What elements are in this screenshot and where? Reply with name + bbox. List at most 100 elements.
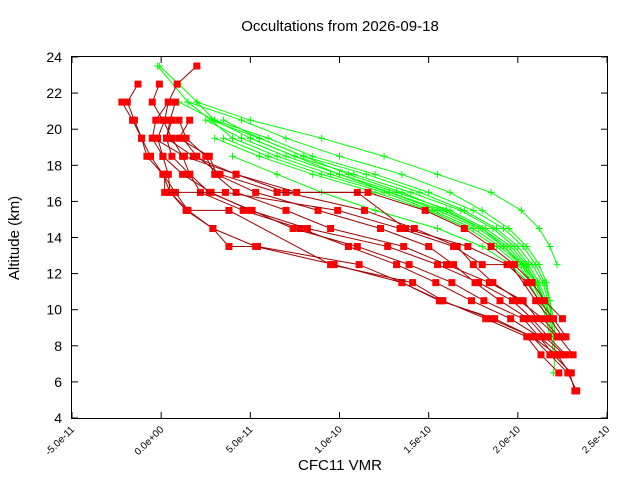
red-point-10-8 — [510, 261, 518, 269]
green-point-10-2 — [336, 170, 343, 178]
red-point-7-6 — [377, 225, 384, 232]
y-axis-label: Altitude (km) — [6, 196, 23, 280]
green-point-0-8 — [517, 206, 525, 214]
plot-frame — [71, 56, 608, 419]
red-point-6-5 — [282, 206, 290, 214]
red-point-10-7 — [487, 243, 495, 250]
green-point-9-2 — [318, 170, 326, 178]
red-point-8-9 — [489, 279, 497, 287]
red-point-5-13 — [544, 333, 552, 341]
red-point-2-13 — [537, 351, 545, 359]
red-point-5-3 — [159, 152, 167, 160]
red-series-line-1 — [126, 83, 578, 392]
red-point-3-12 — [468, 297, 475, 305]
green-point-2-5 — [425, 188, 433, 196]
red-point-4-8 — [353, 243, 361, 250]
red-point-5-4 — [179, 170, 187, 178]
red-point-1-10 — [330, 261, 338, 269]
y-tick-label: 18 — [46, 157, 62, 173]
red-point-1-8 — [209, 225, 217, 232]
green-point-2-4 — [371, 170, 379, 178]
red-point-8-6 — [410, 225, 418, 232]
red-point-4-7 — [289, 225, 297, 232]
red-point-4-10 — [448, 279, 456, 287]
red-point-3-7 — [239, 206, 247, 214]
red-point-10-9 — [528, 279, 536, 287]
red-point-3-8 — [296, 225, 304, 232]
red-point-10-1 — [180, 152, 188, 160]
green-point-1-5 — [398, 170, 406, 178]
red-point-8-10 — [516, 297, 524, 305]
red-point-7-11 — [525, 315, 532, 323]
red-point-10-5 — [421, 206, 429, 214]
red-point-2-1 — [129, 116, 137, 124]
red-point-9-6 — [464, 243, 472, 250]
red-point-7-0 — [186, 116, 194, 124]
green-point-6-1 — [229, 134, 236, 142]
green-point-4-0 — [193, 98, 201, 106]
red-point-3-15 — [550, 351, 557, 359]
red-point-2-10 — [439, 297, 447, 305]
green-point-1-6 — [446, 188, 454, 196]
red-point-6-9 — [485, 279, 493, 287]
red-point-4-13 — [535, 333, 543, 341]
red-point-2-2 — [138, 134, 146, 142]
green-point-10-4 — [434, 206, 442, 214]
green-point-11-5 — [478, 243, 486, 251]
red-point-8-8 — [469, 261, 477, 269]
green-point-8-1 — [255, 152, 263, 160]
red-point-3-1 — [148, 98, 156, 106]
red-point-3-10 — [393, 261, 401, 269]
red-point-0-1 — [173, 80, 181, 88]
red-point-0-15 — [487, 315, 495, 323]
green-point-7-4 — [398, 188, 406, 196]
y-tick-label: 10 — [46, 302, 62, 318]
red-point-4-0 — [171, 98, 179, 106]
green-point-0-3 — [246, 116, 254, 124]
red-point-8-13 — [569, 351, 577, 359]
y-tick-label: 20 — [46, 121, 62, 137]
x-tick-label: -5.0e-11 — [44, 424, 78, 458]
green-point-10-3 — [385, 188, 393, 196]
red-point-5-1 — [152, 116, 160, 124]
red-point-5-11 — [509, 297, 516, 305]
red-point-6-7 — [400, 243, 408, 250]
red-point-4-4 — [186, 170, 194, 178]
tick-layer: 4 6 8 10 12 14 16 18 20 22 24 -5.0e-11 0.0e+00 5.0e-1… — [44, 49, 613, 458]
red-point-3-3 — [168, 134, 176, 142]
red-point-10-10 — [541, 297, 549, 305]
red-point-1-4 — [147, 152, 154, 160]
red-point-7-9 — [471, 279, 479, 287]
red-point-10-11 — [558, 315, 566, 323]
red-point-1-9 — [252, 243, 260, 250]
green-point-0-11 — [553, 261, 561, 269]
red-point-11-10 — [558, 333, 566, 341]
red-point-5-0 — [164, 98, 172, 106]
green-point-1-2 — [237, 116, 245, 124]
green-point-5-1 — [237, 134, 245, 142]
red-point-11-6 — [478, 261, 486, 269]
red-point-11-1 — [161, 188, 169, 196]
green-point-7-1 — [255, 134, 263, 142]
red-point-6-10 — [519, 297, 527, 305]
red-point-7-12 — [541, 333, 549, 341]
y-tick-label: 8 — [54, 338, 62, 354]
red-point-7-10 — [496, 297, 504, 305]
red-point-0-10 — [225, 243, 233, 250]
y-tick-label: 22 — [46, 85, 62, 101]
red-point-3-2 — [159, 116, 167, 124]
y-tick-label: 14 — [46, 230, 62, 246]
red-point-9-0 — [179, 134, 187, 142]
green-point-2-6 — [469, 206, 477, 214]
red-point-2-12 — [523, 333, 531, 341]
green-point-9-1 — [264, 152, 272, 160]
red-point-1-15 — [546, 351, 554, 359]
green-point-0-4 — [318, 134, 326, 142]
red-point-11-2 — [221, 188, 229, 196]
y-tick-label: 16 — [46, 193, 62, 209]
red-point-10-2 — [232, 170, 240, 178]
y-tick-label: 6 — [54, 374, 62, 390]
red-point-9-3 — [273, 188, 281, 196]
green-point-10-0 — [246, 134, 254, 142]
